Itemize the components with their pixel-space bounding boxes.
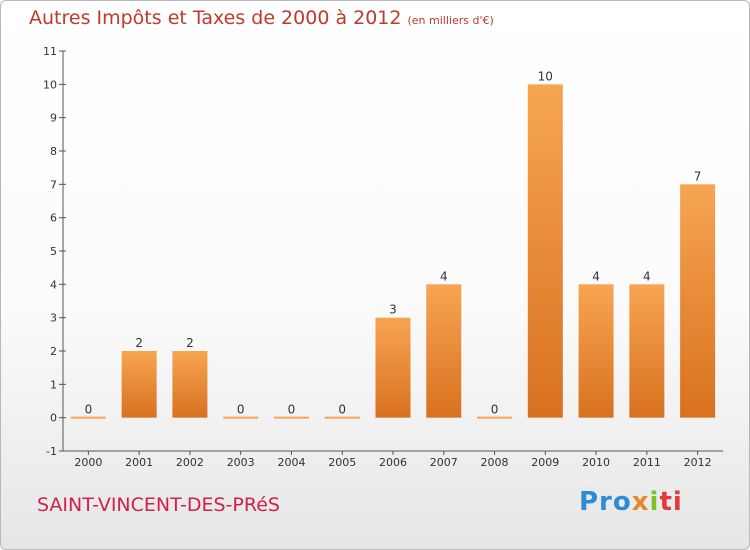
brand-part-1: Pro xyxy=(579,487,632,517)
bar xyxy=(527,84,563,418)
x-tick-label: 2008 xyxy=(481,456,509,469)
x-tick-label: 2004 xyxy=(277,456,305,469)
data-label: 4 xyxy=(440,269,448,283)
y-tick-label: 8 xyxy=(50,145,57,158)
y-tick-label: 6 xyxy=(50,212,57,225)
chart-title-text: Autres Impôts et Taxes de 2000 à 2012 xyxy=(29,7,402,29)
y-tick-label: 9 xyxy=(50,112,57,125)
chart-title: Autres Impôts et Taxes de 2000 à 2012 (en… xyxy=(29,7,494,29)
x-tick-label: 2002 xyxy=(176,456,204,469)
bar xyxy=(121,351,157,418)
data-label: 0 xyxy=(338,403,346,417)
x-tick-label: 2000 xyxy=(74,456,102,469)
y-tick-label: 3 xyxy=(50,312,57,325)
y-tick-label: 4 xyxy=(50,278,57,291)
bar xyxy=(680,184,716,418)
x-tick-label: 2012 xyxy=(684,456,712,469)
y-tick-label: 2 xyxy=(50,345,57,358)
brand-part-4: ti xyxy=(659,487,683,517)
data-label: 0 xyxy=(85,403,93,417)
x-tick-label: 2001 xyxy=(125,456,153,469)
bar xyxy=(223,416,259,419)
bar xyxy=(477,416,513,419)
bar xyxy=(426,284,462,418)
brand-part-3: i xyxy=(649,487,660,517)
y-tick-label: 5 xyxy=(50,245,57,258)
y-tick-label: -1 xyxy=(46,445,57,458)
data-label: 4 xyxy=(592,269,600,283)
data-label: 3 xyxy=(389,303,397,317)
data-label: 2 xyxy=(186,336,194,350)
data-label: 0 xyxy=(491,403,499,417)
data-label: 10 xyxy=(538,69,553,83)
bar xyxy=(375,317,411,418)
x-tick-label: 2007 xyxy=(430,456,458,469)
x-tick-label: 2006 xyxy=(379,456,407,469)
data-label: 2 xyxy=(135,336,143,350)
brand-logo: Proxiti xyxy=(579,487,683,517)
data-label: 4 xyxy=(643,269,651,283)
bar xyxy=(629,284,665,418)
x-tick-label: 2010 xyxy=(582,456,610,469)
data-label: 0 xyxy=(288,403,296,417)
x-tick-label: 2005 xyxy=(328,456,356,469)
chart-unit: (en milliers d'€) xyxy=(407,14,494,27)
data-label: 0 xyxy=(237,403,245,417)
bar xyxy=(324,416,360,419)
commune-name: SAINT-VINCENT-DES-PRéS xyxy=(37,494,280,516)
y-tick-label: 1 xyxy=(50,378,57,391)
y-tick-label: 11 xyxy=(43,45,57,58)
y-tick-label: 10 xyxy=(43,78,57,91)
y-tick-label: 7 xyxy=(50,178,57,191)
x-tick-label: 2009 xyxy=(531,456,559,469)
y-tick-label: 0 xyxy=(50,412,57,425)
bar xyxy=(172,351,208,418)
bar xyxy=(578,284,614,418)
x-tick-label: 2011 xyxy=(633,456,661,469)
data-label: 7 xyxy=(694,169,702,183)
bar xyxy=(70,416,106,419)
brand-part-2: x xyxy=(631,487,650,517)
x-tick-label: 2003 xyxy=(227,456,255,469)
bar xyxy=(273,416,309,419)
